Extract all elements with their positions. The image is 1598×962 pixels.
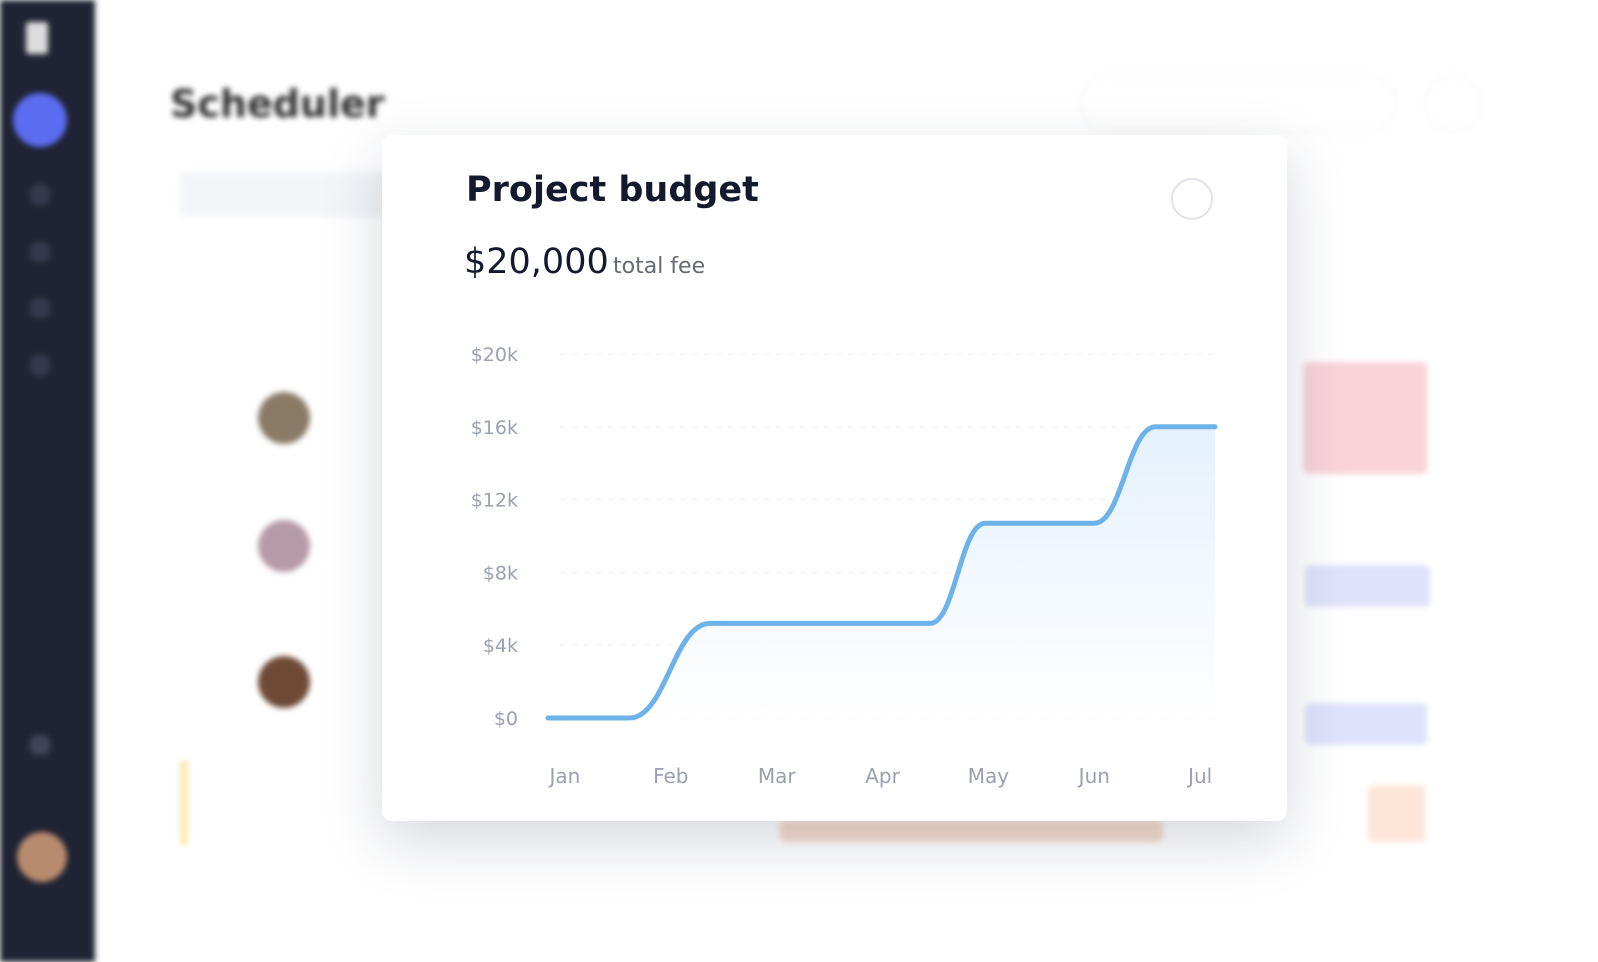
x-tick-label: Apr	[865, 764, 900, 788]
area	[548, 426, 1215, 718]
x-tick-label: May	[968, 764, 1010, 788]
avatar	[258, 392, 310, 444]
nav-icon[interactable]	[30, 298, 50, 318]
user-avatar[interactable]	[17, 832, 67, 882]
nav-icon[interactable]	[30, 735, 50, 755]
budget-card: Project budget $20,000 total fee $0 $4k $8…	[382, 135, 1287, 821]
x-tick-label: Mar	[758, 764, 797, 788]
total-amount: $20,000	[464, 242, 609, 282]
line	[545, 424, 1218, 721]
avatar	[258, 656, 310, 708]
y-tick-label: $20k	[471, 344, 518, 366]
total-label: total fee	[613, 254, 705, 279]
y-tick-label: $16k	[471, 417, 518, 439]
add-button[interactable]	[13, 93, 67, 147]
chart-title: Project budget	[466, 170, 759, 210]
event-block	[780, 820, 1163, 842]
y-tick-label: $12k	[471, 490, 518, 512]
page-title: Scheduler	[170, 82, 385, 126]
sidebar	[0, 0, 95, 962]
event-block	[1305, 703, 1427, 745]
event-block	[1368, 785, 1425, 842]
avatar	[258, 520, 310, 572]
chart: Project budget $20,000 total fee $0 $4k $8…	[464, 170, 1218, 788]
x-tick-label: Jan	[548, 764, 581, 788]
x-tick-label: Jun	[1077, 764, 1110, 788]
x-tick-label: Jul	[1186, 764, 1212, 788]
nav-icon[interactable]	[30, 355, 50, 375]
event-block	[1303, 362, 1427, 474]
y-tick-label: $4k	[483, 635, 518, 657]
filter-button[interactable]	[1425, 75, 1482, 132]
toolbar	[180, 172, 390, 217]
x-tick-label: Feb	[653, 764, 688, 788]
event-block	[1305, 565, 1430, 607]
y-tick-label: $0	[494, 708, 518, 730]
y-tick-label: $8k	[483, 562, 518, 584]
search-box[interactable]	[1080, 75, 1397, 132]
logo	[26, 22, 48, 54]
close-button[interactable]	[1171, 178, 1213, 220]
row-marker	[180, 760, 188, 845]
nav-icon[interactable]	[30, 185, 50, 205]
nav-icon[interactable]	[30, 242, 50, 262]
